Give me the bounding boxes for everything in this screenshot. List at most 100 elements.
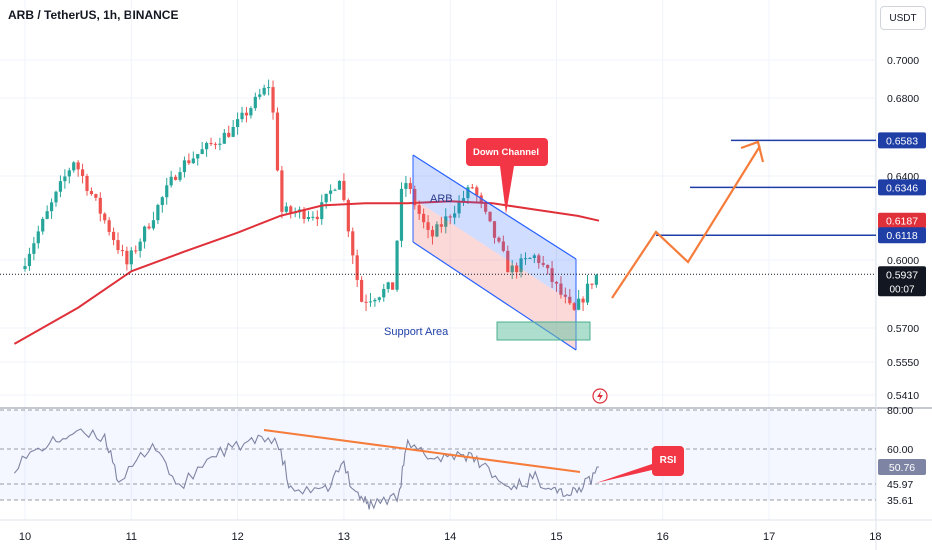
price-tag-label: 0.6118: [886, 230, 917, 242]
candle-body: [448, 216, 452, 218]
candle-body: [554, 281, 559, 284]
candle-body: [36, 231, 40, 244]
candle-body: [138, 241, 142, 251]
down-channel-label: Down Channel: [473, 147, 539, 158]
time-tick-label: 15: [550, 531, 562, 543]
time-tick-label: 13: [338, 531, 350, 543]
rsi-callout: [596, 446, 684, 483]
axes: 0.70000.68000.64000.60000.57000.55500.54…: [19, 55, 926, 543]
candle-body: [45, 211, 49, 219]
candle-body: [253, 96, 257, 109]
candle-body: [590, 283, 594, 285]
price-tag: [878, 132, 926, 149]
candle-body: [302, 209, 306, 219]
rsi-tick-label: 60.00: [887, 444, 913, 456]
candle-body: [368, 301, 373, 303]
rsi-band: [0, 410, 876, 500]
candle-body: [116, 240, 120, 251]
candle-body: [333, 189, 337, 191]
candle-body: [258, 94, 262, 97]
time-tick-label: 14: [444, 531, 456, 543]
candle-body: [85, 175, 89, 192]
candle-body: [111, 231, 116, 241]
candle-body: [581, 298, 585, 303]
candle-body: [209, 143, 213, 145]
candle-body: [67, 170, 71, 177]
rsi-trendline: [263, 429, 581, 473]
candle-body: [506, 250, 510, 273]
candle-body: [550, 268, 554, 282]
rsi-tick-label: 35.61: [887, 495, 913, 507]
price-tick-label: 0.6000: [887, 255, 919, 267]
price-tag-label: 0.6346: [886, 182, 918, 194]
candle-body: [120, 250, 125, 252]
countdown-label: 00:07: [889, 284, 914, 295]
time-tick-label: 11: [126, 531, 137, 543]
price-tick-label: 0.7000: [887, 55, 919, 67]
candle-body: [324, 193, 328, 203]
candles: [23, 79, 598, 312]
candle-body: [76, 162, 80, 170]
price-tag-label: 0.6583: [886, 135, 918, 147]
candle-body: [484, 202, 488, 212]
candle-body: [391, 282, 395, 290]
rsi-tick-label: 80.00: [887, 405, 913, 417]
candle-body: [151, 220, 156, 229]
candle-body: [129, 250, 133, 265]
candle-body: [275, 112, 280, 171]
candle-body: [342, 180, 346, 201]
candle-body: [204, 143, 209, 150]
lightning-glyph: [597, 391, 603, 401]
candle-body: [453, 213, 457, 218]
candle-body: [89, 191, 94, 195]
candle-body: [267, 87, 271, 89]
candle-body: [222, 132, 226, 144]
candle-body: [541, 263, 545, 265]
candle-body: [501, 241, 505, 251]
price-tag: [878, 179, 926, 196]
candle-body: [399, 188, 404, 241]
candle-body: [156, 204, 160, 221]
candle-body: [563, 294, 567, 297]
channel-upper-fill: [413, 155, 576, 305]
price-tick-label: 0.5700: [887, 323, 919, 335]
candle-body: [360, 279, 364, 302]
support-area-label: Support Area: [384, 326, 449, 338]
symbol-label: ARB: [430, 193, 453, 205]
candle-body: [488, 211, 492, 222]
candle-body: [284, 206, 288, 212]
price-tag: [878, 266, 926, 297]
candle-body: [594, 275, 598, 285]
projection-arrowhead: [740, 140, 765, 163]
candle-body: [435, 224, 439, 237]
candle-body: [72, 162, 76, 171]
projection-path: [611, 145, 761, 299]
candle-body: [173, 176, 178, 180]
time-tick-label: 12: [231, 531, 243, 543]
moving-average-line: [13, 200, 600, 345]
time-tick-label: 16: [657, 531, 669, 543]
candle-body: [320, 202, 324, 220]
candle-body: [311, 216, 315, 218]
candle-body: [49, 202, 54, 212]
candle-body: [417, 205, 421, 214]
candle-body: [470, 187, 474, 189]
support-area-box: [496, 321, 591, 341]
rsi-pane: RSI: [0, 409, 876, 510]
currency-button[interactable]: USDT: [880, 6, 926, 30]
candle-body: [200, 149, 204, 155]
candle-body: [142, 226, 147, 242]
candle-body: [271, 87, 275, 113]
channel-top-line: [412, 154, 577, 260]
candle-body: [510, 265, 514, 273]
candle-body: [475, 187, 479, 196]
candle-body: [497, 237, 501, 242]
rsi-tick-label: 45.97: [887, 479, 913, 491]
candle-body: [107, 220, 111, 232]
price-tick-label: 0.5410: [887, 390, 919, 402]
overlays: ARB Support Area Down Channel: [0, 138, 876, 404]
candle-body: [315, 216, 319, 220]
candle-body: [430, 229, 435, 237]
candle-body: [373, 299, 377, 302]
